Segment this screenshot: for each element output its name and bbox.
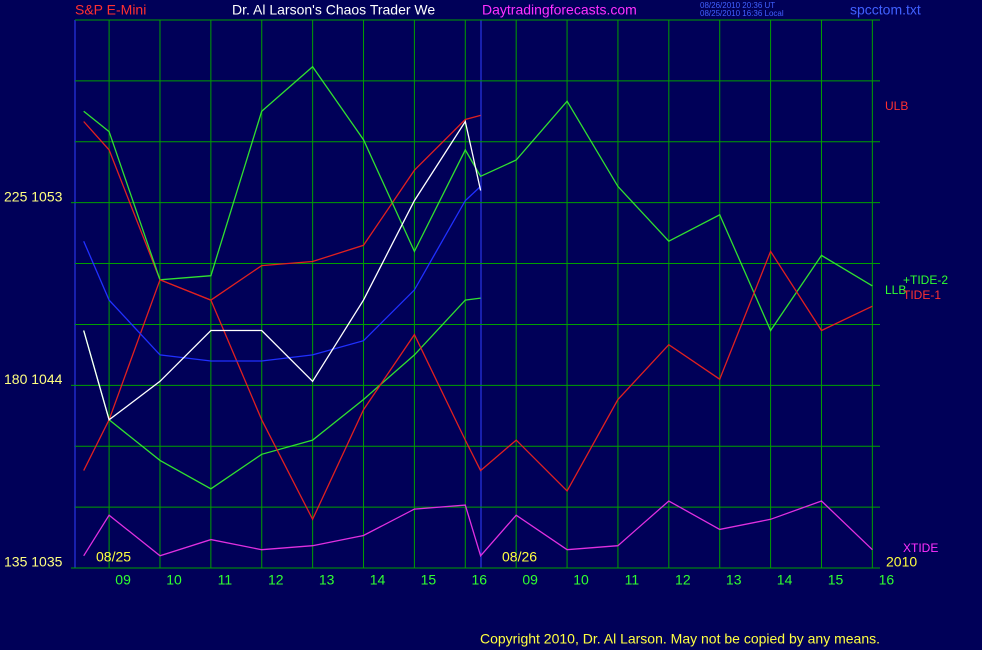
- series-line: [83, 114, 481, 301]
- series-line: [83, 249, 873, 521]
- timestamp: 08/25/2010 16:36 Local: [700, 9, 784, 18]
- date-label: 08/25: [96, 549, 131, 565]
- site: Daytradingforecasts.com: [482, 2, 637, 18]
- x-tick-label: 09: [522, 572, 538, 588]
- x-tick-label: 12: [675, 572, 691, 588]
- series-line: [83, 297, 481, 490]
- series-line: [83, 65, 873, 332]
- timestamp: 08/26/2010 20:36 UT: [700, 1, 775, 10]
- series-label: ULB: [885, 99, 908, 113]
- file-name: spcctom.txt: [850, 2, 921, 18]
- x-tick-label: 16: [879, 572, 895, 588]
- x-tick-label: 14: [777, 572, 793, 588]
- x-tick-label: 14: [370, 572, 386, 588]
- series-label: +TIDE-2: [903, 273, 948, 287]
- x-tick-label: 09: [115, 572, 131, 588]
- x-tick-label: 11: [625, 572, 640, 588]
- copyright: Copyright 2010, Dr. Al Larson. May not b…: [480, 631, 880, 647]
- date-label: 08/26: [502, 549, 537, 565]
- x-tick-label: 10: [573, 572, 589, 588]
- x-tick-label: 12: [268, 572, 284, 588]
- chart-title: Dr. Al Larson's Chaos Trader We: [232, 2, 435, 18]
- series-line: [83, 119, 482, 421]
- x-tick-label: 15: [421, 572, 437, 588]
- y-tick-label: 225 1053: [4, 188, 63, 204]
- y-tick-label: 180 1044: [4, 371, 63, 387]
- x-tick-label: 16: [471, 572, 487, 588]
- series-line: [83, 185, 482, 362]
- series-line: [83, 500, 873, 558]
- series-label: TIDE-1: [903, 288, 941, 302]
- x-tick-label: 13: [726, 572, 742, 588]
- instrument: S&P E-Mini: [75, 2, 146, 18]
- x-tick-label: 15: [828, 572, 844, 588]
- y-tick-label: 135 1035: [4, 554, 63, 570]
- x-tick-label: 11: [218, 572, 233, 588]
- x-tick-label: 13: [319, 572, 335, 588]
- year-label: 2010: [886, 554, 917, 570]
- series-label: LLB: [885, 283, 906, 297]
- series-label: XTIDE: [903, 541, 938, 555]
- x-tick-label: 10: [166, 572, 182, 588]
- plot-area: 09 10 11 12 13 14 15 16 09 10 11 12 13 14 15 16 135 1035…: [4, 19, 895, 588]
